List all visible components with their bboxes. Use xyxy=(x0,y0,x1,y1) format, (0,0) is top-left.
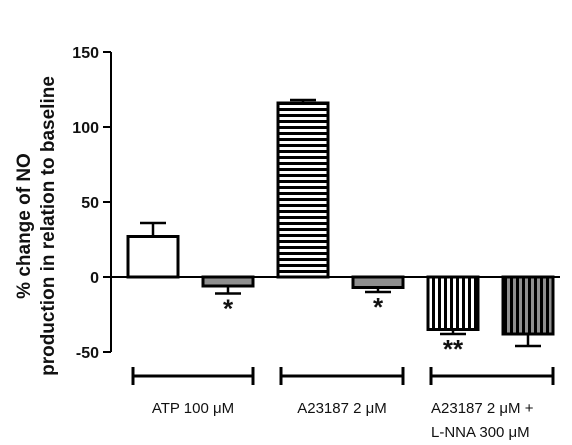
group-label: ATP 100 μM xyxy=(152,400,234,417)
y-tick-label: 100 xyxy=(72,120,99,137)
bar xyxy=(201,275,255,288)
y-axis-title-line2: production in relation to baseline xyxy=(38,76,59,376)
y-tick-label: 0 xyxy=(90,270,99,287)
significance-marker: * xyxy=(373,292,384,322)
bar xyxy=(126,235,180,279)
group-label: A23187 2 μM + xyxy=(431,400,534,417)
significance-marker: ** xyxy=(443,334,464,364)
y-tick-label: 50 xyxy=(81,195,99,212)
significance-marker: * xyxy=(223,294,234,324)
bar xyxy=(426,275,480,331)
bar xyxy=(276,101,330,279)
y-axis-title: % change of NO production in relation to… xyxy=(14,76,59,376)
y-axis: -50 0 50 100 150 xyxy=(72,45,112,362)
y-tick-label: 150 xyxy=(72,45,99,62)
y-axis-title-line1: % change of NO xyxy=(14,153,35,299)
bar xyxy=(501,275,555,336)
y-tick-label: -50 xyxy=(76,345,99,362)
group-label: L-NNA 300 μM xyxy=(431,424,530,441)
bars: * *** xyxy=(126,98,555,364)
group-label: A23187 2 μM xyxy=(297,400,387,417)
group-brackets: ATP 100 μM A23187 2 μM A23187 2 μM + L-NNA … xyxy=(131,367,555,441)
bar xyxy=(351,275,405,289)
